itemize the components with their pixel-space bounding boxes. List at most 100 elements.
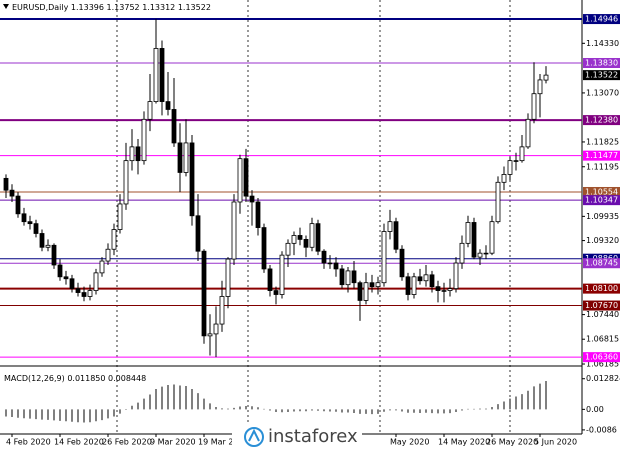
candle-body: [123, 160, 129, 205]
candle-body: [177, 142, 183, 173]
macd-y-tick-label: 0.012824: [586, 374, 620, 383]
level-label-bg: [583, 283, 620, 294]
level-label-bg: [583, 14, 620, 25]
candle-body: [21, 213, 27, 223]
low-readout: 1.13312: [142, 3, 175, 12]
candle-body: [51, 244, 57, 266]
watermark-logo: [244, 427, 264, 447]
y-tick-label: 1.09320: [586, 236, 619, 245]
candle-body: [285, 242, 291, 256]
x-tick-label: 26 Feb 2020: [102, 438, 152, 447]
candle-body: [363, 282, 369, 301]
candle-body: [153, 48, 159, 102]
macd-y-tick-label: 0.00: [586, 405, 604, 414]
candle-body: [393, 221, 399, 250]
candle-body: [147, 101, 153, 120]
candle-body: [423, 274, 429, 282]
x-tick-label: May 2020: [390, 438, 429, 447]
level-label-bg: [583, 258, 620, 269]
level-label-bg: [583, 150, 620, 161]
candle-body: [141, 118, 147, 162]
y-tick-label: 1.11195: [586, 162, 619, 171]
candle-body: [345, 270, 351, 286]
open-readout: 1.13396: [71, 3, 104, 12]
candle-body: [243, 158, 249, 197]
candle-body: [477, 252, 483, 258]
candle-body: [105, 248, 111, 262]
candle-body: [219, 296, 225, 325]
candle-body: [519, 146, 525, 162]
level-label: 1.08745: [585, 259, 618, 268]
level-label: 1.08100: [585, 284, 618, 293]
candle-body: [75, 288, 81, 293]
candle-body: [63, 276, 69, 280]
candle-body: [453, 262, 459, 290]
candle-body: [543, 74, 549, 81]
candle-body: [315, 223, 321, 252]
candle-body: [489, 221, 495, 254]
candle-body: [501, 174, 507, 183]
candle-body: [435, 286, 441, 291]
candle-body: [339, 268, 345, 286]
candle-body: [201, 250, 207, 337]
chart-header: EURUSD,Daily 1.13396 1.13752 1.13312 1.1…: [12, 3, 211, 12]
candle-body: [87, 290, 93, 297]
candle-body: [117, 203, 123, 230]
candle-body: [135, 146, 141, 162]
watermark-logo-mark: [248, 428, 260, 442]
watermark: instaforex: [268, 426, 358, 447]
candle-body: [399, 248, 405, 278]
candle-body: [39, 233, 45, 248]
candle-body: [183, 142, 189, 173]
candle-body: [27, 221, 33, 225]
candle-body: [279, 254, 285, 295]
candle-body: [375, 282, 381, 288]
x-tick-label: 26 May 2020: [486, 438, 538, 447]
candle-body: [405, 276, 411, 295]
level-label-bg: [583, 195, 620, 206]
period-separators: [116, 0, 511, 434]
y-tick-label: 1.14330: [586, 39, 619, 48]
level-label: 1.11477: [585, 151, 618, 160]
level-label: 1.10347: [585, 196, 618, 205]
candle-body: [45, 244, 51, 248]
level-label: 1.07670: [585, 301, 618, 310]
x-tick-label: 5 Jun 2020: [534, 438, 577, 447]
candle-body: [189, 142, 195, 217]
price-label-bg: [583, 70, 620, 81]
candle-body: [261, 227, 267, 270]
candle-body: [165, 101, 171, 110]
candle-body: [15, 195, 21, 215]
level-label: 1.13830: [585, 58, 618, 67]
close-readout: 1.13522: [178, 3, 211, 12]
candle-body: [465, 222, 471, 244]
candle-body: [57, 264, 63, 278]
level-label-bg: [583, 57, 620, 68]
candle-body: [159, 48, 165, 102]
candle-body: [297, 235, 303, 240]
candle-body: [459, 242, 465, 264]
candle-body: [417, 276, 423, 282]
candle-body: [531, 93, 537, 120]
candle-body: [249, 195, 255, 203]
level-label: 1.10554: [585, 187, 618, 196]
candle-body: [411, 276, 417, 295]
candle-body: [129, 146, 135, 162]
candle-body: [207, 333, 213, 337]
x-tick-label: 14 Feb 2020: [54, 438, 104, 447]
candle-body: [381, 231, 387, 284]
candle-body: [351, 270, 357, 284]
y-tick-label: 1.06815: [586, 335, 619, 344]
level-label: 1.06360: [585, 353, 618, 362]
candle-body: [447, 288, 453, 291]
candle-body: [357, 282, 363, 301]
candle-body: [321, 250, 327, 264]
candle-body: [33, 223, 39, 234]
x-tick-label: 4 Feb 2020: [6, 438, 51, 447]
x-tick-label: 14 May 2020: [438, 438, 490, 447]
candle-body: [237, 158, 243, 203]
candle-body: [537, 79, 543, 95]
y-tick-label: 1.06185: [586, 360, 619, 369]
candle-body: [471, 222, 477, 258]
